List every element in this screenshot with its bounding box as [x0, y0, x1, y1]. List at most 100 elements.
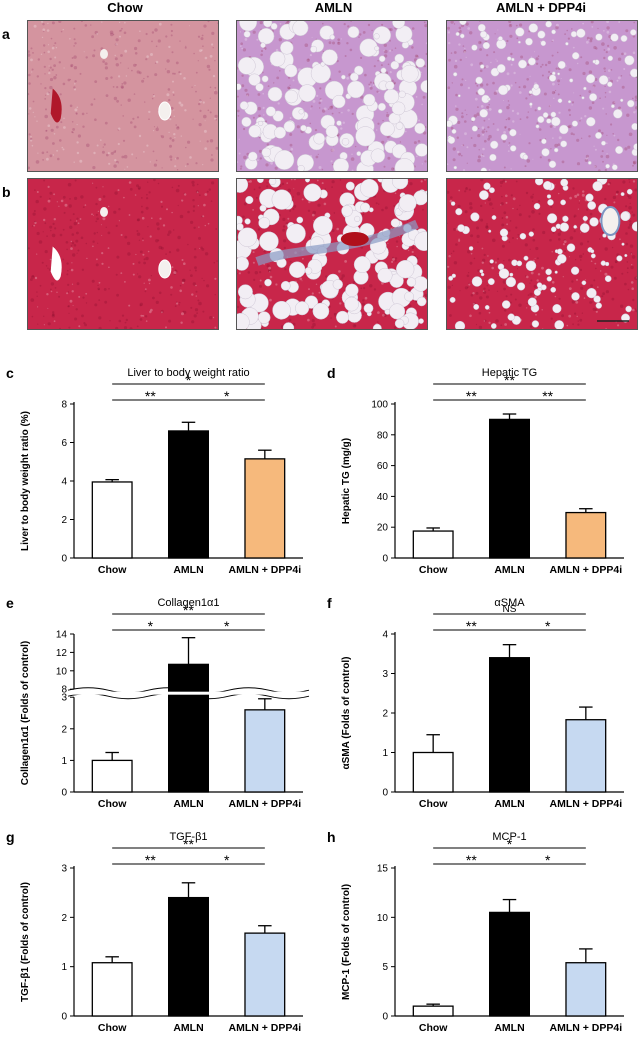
y-axis-label: Hepatic TG (mg/g)	[341, 438, 352, 524]
significance-label: NS	[503, 604, 517, 615]
y-axis-label: MCP-1 (Folds of control)	[341, 884, 352, 1000]
chart-title: Hepatic TG	[482, 367, 537, 379]
panel-letter-e: e	[6, 595, 14, 611]
y-tick-label: 0	[382, 788, 388, 799]
chart-panel-g: g TGF-β1 TGF-β1 (Folds of control) 0 1 2 3 Chow…	[0, 826, 321, 1048]
significance-label: **	[183, 836, 194, 852]
y-tick-label: 10	[377, 913, 389, 924]
y-tick-label: 20	[377, 523, 389, 534]
y-tick-label: 0	[382, 554, 388, 565]
bar-amln	[489, 911, 530, 1017]
y-tick-label: 40	[377, 492, 389, 503]
y-tick-label: 8	[61, 685, 67, 696]
chart-g: g TGF-β1 TGF-β1 (Folds of control) 0 1 2 3 Chow…	[6, 829, 303, 1034]
bar-amln	[168, 663, 209, 793]
x-tick-label: AMLN + DPP4i	[229, 798, 302, 810]
he-micrograph-chow	[27, 20, 219, 172]
y-tick-label: 2	[61, 913, 67, 924]
bar-chow	[412, 1005, 454, 1017]
x-tick-label: AMLN + DPP4i	[229, 564, 302, 576]
chart-title: αSMA	[494, 597, 525, 609]
y-tick-label: 1	[382, 748, 388, 759]
chart-title: MCP-1	[492, 831, 526, 843]
significance-label: *	[545, 618, 551, 634]
bar-amln	[489, 657, 530, 793]
chart-title: Collagen1α1	[157, 597, 219, 609]
x-tick-label: Chow	[98, 564, 127, 576]
bar-amln-dpp4i	[565, 719, 607, 793]
x-tick-label: AMLN	[494, 798, 524, 810]
bar-chow	[91, 962, 133, 1017]
y-tick-label: 4	[61, 477, 67, 488]
significance-label: **	[466, 618, 477, 634]
x-tick-label: AMLN + DPP4i	[550, 564, 623, 576]
y-tick-label: 15	[377, 864, 389, 875]
chart-e: e Collagen1α1 Collagen1α1 (Folds of contro…	[6, 595, 310, 810]
bar-amln	[168, 430, 209, 559]
significance-label: **	[504, 372, 515, 388]
significance-label: **	[145, 388, 156, 404]
axis-break-line	[67, 693, 310, 700]
panel-letter-h: h	[327, 829, 336, 845]
y-tick-label: 14	[56, 630, 68, 641]
y-tick-label: 0	[61, 1012, 67, 1023]
x-tick-label: AMLN	[494, 1022, 524, 1034]
x-tick-label: AMLN + DPP4i	[229, 1022, 302, 1034]
significance-label: **	[542, 388, 553, 404]
chart-d: d Hepatic TG Hepatic TG (mg/g) 0 20 40 60 80 100…	[327, 365, 624, 576]
panel-letter-d: d	[327, 365, 336, 381]
x-tick-label: AMLN	[494, 564, 524, 576]
y-tick-label: 100	[371, 400, 388, 411]
y-tick-label: 2	[61, 724, 67, 735]
significance-label: *	[224, 618, 230, 634]
bar-chow	[412, 530, 454, 559]
he-micrograph-amln	[236, 20, 428, 172]
y-tick-label: 1	[61, 756, 67, 767]
column-header-chow: Chow	[107, 0, 143, 15]
row-letter-a: a	[2, 26, 10, 42]
bar-amln-dpp4i	[244, 458, 286, 559]
chart-h: h MCP-1 MCP-1 (Folds of control) 0 5 10 15 Chow…	[327, 829, 624, 1034]
y-tick-label: 2	[382, 709, 388, 720]
x-tick-label: Chow	[419, 798, 448, 810]
x-tick-label: AMLN + DPP4i	[550, 1022, 623, 1034]
panel-letter-g: g	[6, 829, 15, 845]
column-header-amln: AMLN	[314, 0, 353, 15]
bar-chow	[91, 759, 133, 793]
y-tick-label: 8	[61, 400, 67, 411]
x-tick-label: AMLN	[173, 1022, 203, 1034]
x-tick-label: Chow	[98, 1022, 127, 1034]
bar-amln	[489, 418, 530, 559]
significance-label: **	[145, 852, 156, 868]
significance-label: **	[466, 852, 477, 868]
y-axis-label: αSMA (Folds of control)	[341, 657, 352, 770]
y-tick-label: 10	[56, 666, 68, 677]
column-header-amln-dpp4i: AMLN + DPP4i	[496, 0, 586, 15]
y-tick-label: 5	[382, 962, 388, 973]
he-micrograph-amln-dpp4i	[446, 20, 638, 172]
significance-label: **	[466, 388, 477, 404]
y-tick-label: 3	[61, 864, 67, 875]
x-tick-label: Chow	[419, 564, 448, 576]
significance-label: *	[545, 852, 551, 868]
y-tick-label: 60	[377, 461, 389, 472]
y-tick-label: 3	[382, 669, 388, 680]
bar-amln-dpp4i	[565, 962, 607, 1017]
significance-label: *	[224, 852, 230, 868]
trichrome-micrograph-amln-dpp4i	[446, 178, 638, 330]
y-tick-label: 4	[382, 630, 388, 641]
y-axis-label: TGF-β1 (Folds of control)	[20, 882, 31, 1002]
chart-panel-f: f αSMA αSMA (Folds of control) 0 1 2 3 4 Chow AML…	[321, 592, 642, 824]
chart-panel-e: e Collagen1α1 Collagen1α1 (Folds of contro…	[0, 592, 321, 824]
significance-label: *	[148, 618, 154, 634]
x-tick-label: AMLN	[173, 798, 203, 810]
significance-label: *	[186, 372, 192, 388]
bar-amln-dpp4i	[244, 709, 286, 793]
chart-f: f αSMA αSMA (Folds of control) 0 1 2 3 4 Chow AML…	[327, 595, 624, 810]
significance-label: *	[507, 836, 513, 852]
chart-c: c Liver to body weight ratio Liver to body…	[6, 365, 303, 576]
x-tick-label: Chow	[98, 798, 127, 810]
y-tick-label: 6	[61, 438, 67, 449]
trichrome-micrograph-amln	[236, 178, 428, 330]
chart-panel-h: h MCP-1 MCP-1 (Folds of control) 0 5 10 15 Chow…	[321, 826, 642, 1048]
